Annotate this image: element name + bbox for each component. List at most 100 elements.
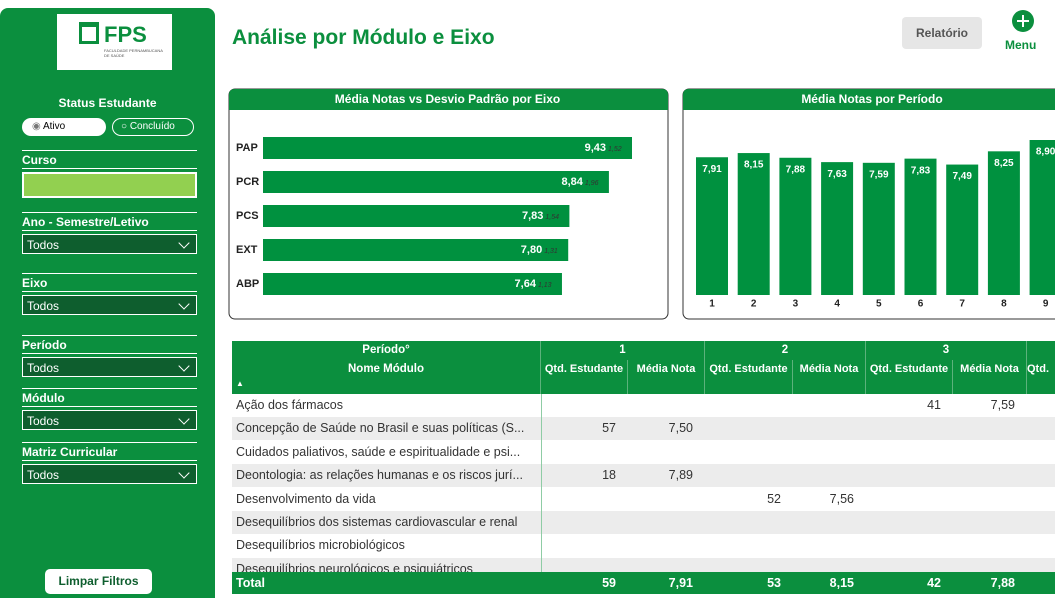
filter-select[interactable]: Todos bbox=[22, 410, 197, 430]
x-tick-label: 9 bbox=[1043, 299, 1049, 310]
logo-name: FPS bbox=[104, 22, 147, 47]
table-column-header: Nome Módulo bbox=[232, 360, 541, 394]
x-tick-label: 3 bbox=[793, 299, 799, 310]
std-dev-label: 1,31 bbox=[544, 248, 558, 255]
category-label: PAP bbox=[236, 142, 258, 154]
bar bbox=[263, 205, 570, 227]
filter-label: Matriz Curricular bbox=[22, 442, 197, 461]
table-cell: 18 bbox=[602, 468, 616, 483]
status-label: Status Estudante bbox=[58, 96, 157, 110]
sidebar: FPS FACULDADE PERNAMBUCANA DE SAÚDE Stat… bbox=[0, 8, 215, 598]
bar bbox=[263, 137, 632, 159]
value-label: 7,59 bbox=[869, 169, 889, 180]
category-label: PCS bbox=[236, 210, 259, 222]
report-button[interactable]: Relatório bbox=[902, 17, 982, 49]
value-label: 8,15 bbox=[744, 160, 764, 171]
filter-input[interactable] bbox=[22, 172, 197, 198]
status-option[interactable]: ○ Concluído bbox=[112, 118, 194, 136]
table-total-cell: 8,15 bbox=[829, 576, 854, 590]
filter-label: Curso bbox=[22, 150, 197, 169]
value-label: 7,88 bbox=[786, 164, 806, 175]
value-label: 7,80 bbox=[521, 244, 542, 256]
bar bbox=[987, 151, 1020, 295]
status-option-label: Concluído bbox=[129, 121, 175, 132]
table-cell: 7,59 bbox=[990, 398, 1015, 412]
filter-select[interactable]: Todos bbox=[22, 234, 197, 254]
chart-axis-bars: Média Notas vs Desvio Padrão por Eixo PAP… bbox=[228, 88, 669, 320]
table-row-name: Desenvolvimento da vida bbox=[236, 491, 376, 506]
table-header-blank bbox=[1027, 341, 1055, 360]
x-tick-label: 6 bbox=[918, 299, 924, 310]
table-row-name: Ação dos fármacos bbox=[236, 398, 343, 412]
value-label: 7,64 bbox=[515, 278, 537, 290]
bar bbox=[263, 171, 609, 193]
filter-label: Eixo bbox=[22, 273, 197, 292]
table-row-bg bbox=[232, 511, 1055, 534]
filter-label: Módulo bbox=[22, 388, 197, 407]
table-cell: 7,89 bbox=[668, 468, 693, 483]
table-row-name: Concepção de Saúde no Brasil e suas polí… bbox=[236, 421, 525, 436]
table-subcolumn: Média Nota bbox=[793, 360, 866, 394]
table-total-cell: 7,88 bbox=[990, 576, 1015, 590]
x-tick-label: 8 bbox=[1001, 299, 1007, 310]
status-option[interactable]: ◉ Ativo bbox=[22, 118, 106, 136]
logo-icon bbox=[79, 22, 99, 44]
x-tick-label: 4 bbox=[834, 299, 840, 310]
table-row-bg bbox=[232, 417, 1055, 441]
table-subcolumn: Média Nota bbox=[953, 360, 1027, 394]
value-label: 9,43 bbox=[585, 142, 606, 154]
std-dev-label: 1,96 bbox=[585, 180, 599, 187]
table-row-name: Cuidados paliativos, saúde e espirituali… bbox=[236, 444, 521, 459]
logo: FPS FACULDADE PERNAMBUCANA DE SAÚDE bbox=[57, 14, 172, 70]
chart-title: Média Notas vs Desvio Padrão por Eixo bbox=[335, 92, 560, 106]
bar bbox=[904, 158, 937, 295]
value-label: 7,49 bbox=[952, 171, 972, 182]
chart-title-bar bbox=[683, 89, 1055, 110]
x-tick-label: 7 bbox=[959, 299, 965, 310]
std-dev-label: 1,54 bbox=[545, 214, 559, 221]
value-label: 7,83 bbox=[911, 165, 931, 176]
table-subcolumn: Qtd. bbox=[1027, 360, 1055, 394]
table-row-name: Deontologia: as relações humanas e os ri… bbox=[236, 468, 523, 483]
category-label: ABP bbox=[236, 278, 259, 290]
chart-title: Média Notas por Período bbox=[801, 92, 942, 106]
value-label: 7,91 bbox=[702, 164, 722, 175]
table-subcolumn: Média Nota bbox=[628, 360, 705, 394]
table: Período° 1 2 3 Nome Módulo ▲ Qtd. Estudante Méd… bbox=[232, 341, 1055, 598]
table-total-cell: 7,91 bbox=[668, 576, 693, 590]
table-period-header: Período° bbox=[232, 341, 541, 360]
table-subcolumn: Qtd. Estudante bbox=[541, 360, 628, 394]
table-cell: 52 bbox=[767, 491, 781, 506]
table-period: 2 bbox=[705, 341, 866, 360]
bar bbox=[1029, 140, 1055, 295]
table-subcolumn: Qtd. Estudante bbox=[866, 360, 953, 394]
bar bbox=[737, 153, 770, 295]
std-dev-label: 1,13 bbox=[538, 282, 552, 289]
table-cell: 57 bbox=[602, 421, 616, 436]
table-total-cell: 59 bbox=[602, 576, 616, 590]
table-row-name: Desequilíbrios dos sistemas cardiovascul… bbox=[236, 515, 518, 529]
table-total-cell: 42 bbox=[927, 576, 941, 590]
filter-select[interactable]: Todos bbox=[22, 357, 197, 377]
value-label: 7,63 bbox=[827, 169, 847, 180]
bar bbox=[263, 273, 562, 295]
menu-label[interactable]: Menu bbox=[1005, 38, 1037, 52]
bar bbox=[946, 164, 979, 295]
filter-select[interactable]: Todos bbox=[22, 464, 197, 484]
table-cell: 7,50 bbox=[668, 421, 693, 436]
value-label: 8,84 bbox=[561, 176, 583, 188]
bar bbox=[862, 162, 895, 295]
x-tick-label: 1 bbox=[709, 299, 715, 310]
filter-label: Ano - Semestre/Letivo bbox=[22, 212, 197, 231]
menu-icon[interactable] bbox=[1012, 10, 1034, 32]
table-subcolumn: Qtd. Estudante bbox=[705, 360, 793, 394]
logo-subtitle: FACULDADE PERNAMBUCANA DE SAÚDE bbox=[104, 48, 163, 58]
bar bbox=[263, 239, 569, 261]
bar bbox=[696, 157, 728, 295]
clear-filters-button[interactable]: Limpar Filtros bbox=[45, 569, 152, 594]
table-total-cell: 53 bbox=[767, 576, 781, 590]
table-cell: 7,56 bbox=[829, 491, 854, 506]
x-tick-label: 2 bbox=[751, 299, 757, 310]
filter-select[interactable]: Todos bbox=[22, 295, 197, 315]
